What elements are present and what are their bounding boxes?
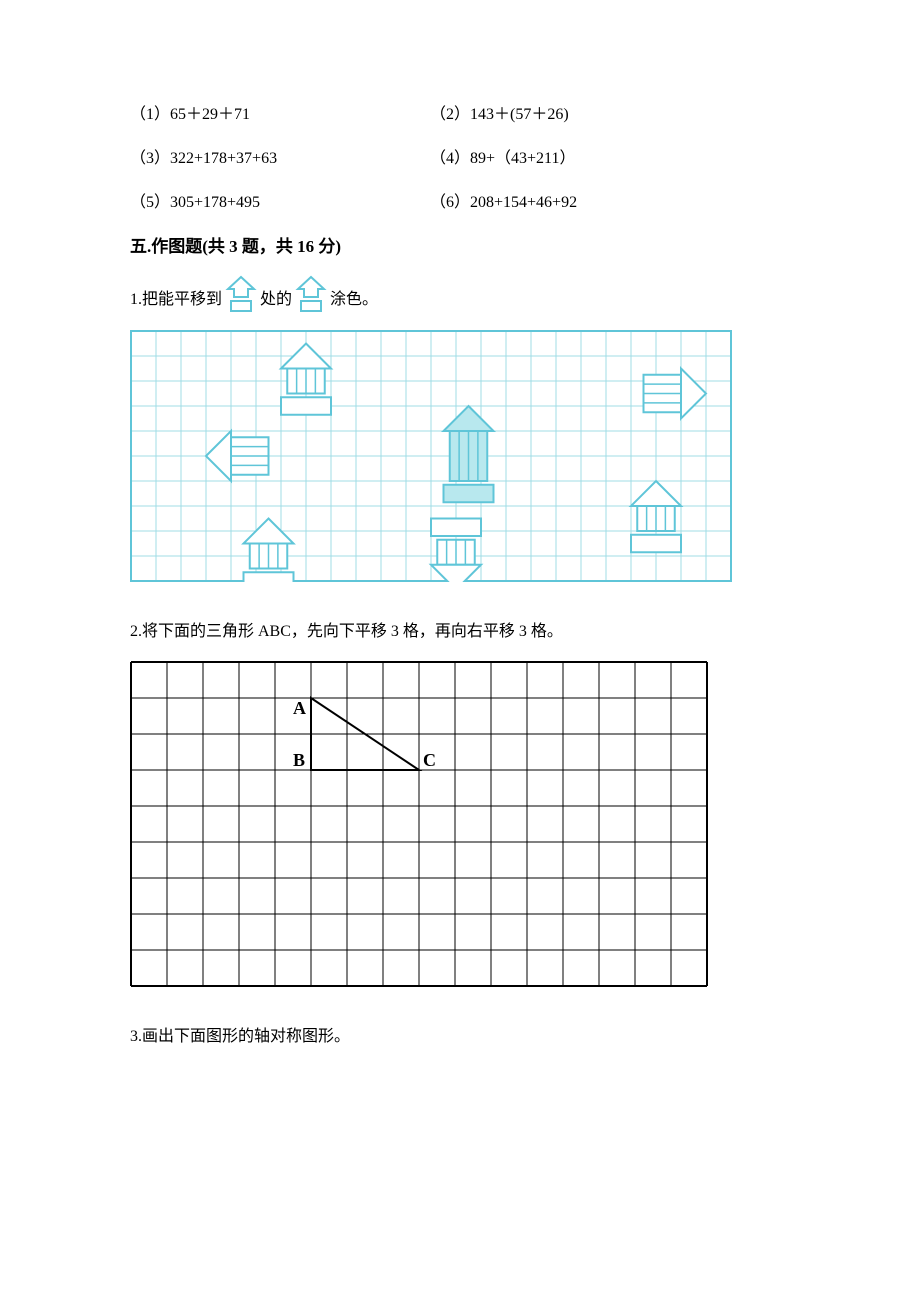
section-5-header: 五.作图题(共 3 题，共 16 分) xyxy=(130,232,790,257)
house-icon-2 xyxy=(294,275,328,318)
calc-item-4: （4）89+（43+211） xyxy=(430,144,790,168)
problem-2-text: 2.将下面的三角形 ABC，先向下平移 3 格，再向右平移 3 格。 xyxy=(130,617,790,641)
translation-grid xyxy=(130,330,790,587)
problem-1-middle: 处的 xyxy=(260,285,292,309)
calc-row-1: （1）65＋29＋71 （2）143＋(57＋26) xyxy=(130,100,790,124)
calc-row-2: （3）322+178+37+63 （4）89+（43+211） xyxy=(130,144,790,168)
calc-item-1: （1）65＋29＋71 xyxy=(130,100,430,124)
problem-1-suffix: 涂色。 xyxy=(330,285,378,309)
problem-1-prefix: 1.把能平移到 xyxy=(130,285,222,309)
svg-text:C: C xyxy=(423,750,436,770)
calc-item-2: （2）143＋(57＋26) xyxy=(430,100,790,124)
calc-item-6: （6）208+154+46+92 xyxy=(430,188,790,212)
calc-item-5: （5）305+178+495 xyxy=(130,188,430,212)
house-icon-1 xyxy=(224,275,258,318)
triangle-grid: A B C xyxy=(130,661,790,992)
svg-text:B: B xyxy=(293,750,305,770)
svg-text:A: A xyxy=(293,698,306,718)
calc-row-3: （5）305+178+495 （6）208+154+46+92 xyxy=(130,188,790,212)
calc-item-3: （3）322+178+37+63 xyxy=(130,144,430,168)
problem-1-text: 1.把能平移到 处的 涂色。 xyxy=(130,275,790,318)
problem-3-text: 3.画出下面图形的轴对称图形。 xyxy=(130,1022,790,1046)
